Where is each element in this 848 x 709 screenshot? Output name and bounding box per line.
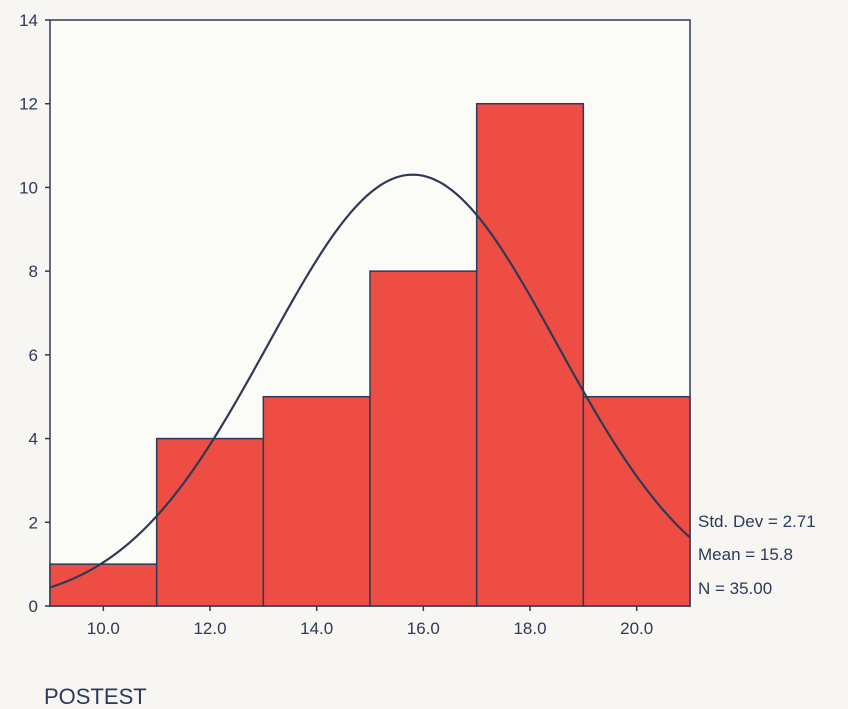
y-tick-label: 12 — [19, 95, 38, 114]
x-axis: 10.0 12.0 14.0 16.0 18.0 20.0 — [87, 606, 653, 638]
histogram-bar-4 — [369, 270, 478, 607]
stat-std-dev: Std. Dev = 2.71 — [698, 512, 816, 531]
y-tick-label: 4 — [29, 430, 38, 449]
x-tick-label: 10.0 — [87, 619, 120, 638]
x-axis-title: POSTEST — [44, 684, 147, 709]
histogram-bar-3 — [262, 395, 371, 607]
normal-curve — [49, 173, 691, 589]
y-tick-label: 6 — [29, 346, 38, 365]
x-tick-label: 16.0 — [407, 619, 440, 638]
y-tick-label: 10 — [19, 178, 38, 197]
x-tick-label: 12.0 — [193, 619, 226, 638]
histogram-bar-5 — [475, 102, 585, 607]
y-axis: 0 2 4 6 8 10 12 14 — [19, 11, 50, 616]
x-tick-label: 14.0 — [300, 619, 333, 638]
histogram-bar-2 — [155, 437, 265, 607]
y-tick-label: 8 — [29, 262, 38, 281]
histogram-bars — [49, 102, 691, 607]
x-tick-label: 18.0 — [513, 619, 546, 638]
normal-curve-layer — [49, 173, 691, 589]
stat-n: N = 35.00 — [698, 579, 772, 598]
x-tick-label: 20.0 — [620, 619, 653, 638]
y-tick-label: 0 — [29, 597, 38, 616]
histogram-bar-6 — [582, 395, 691, 607]
stat-mean: Mean = 15.8 — [698, 545, 793, 564]
histogram-bar-1 — [49, 563, 158, 607]
y-tick-label: 14 — [19, 11, 38, 30]
y-tick-label: 2 — [29, 513, 38, 532]
